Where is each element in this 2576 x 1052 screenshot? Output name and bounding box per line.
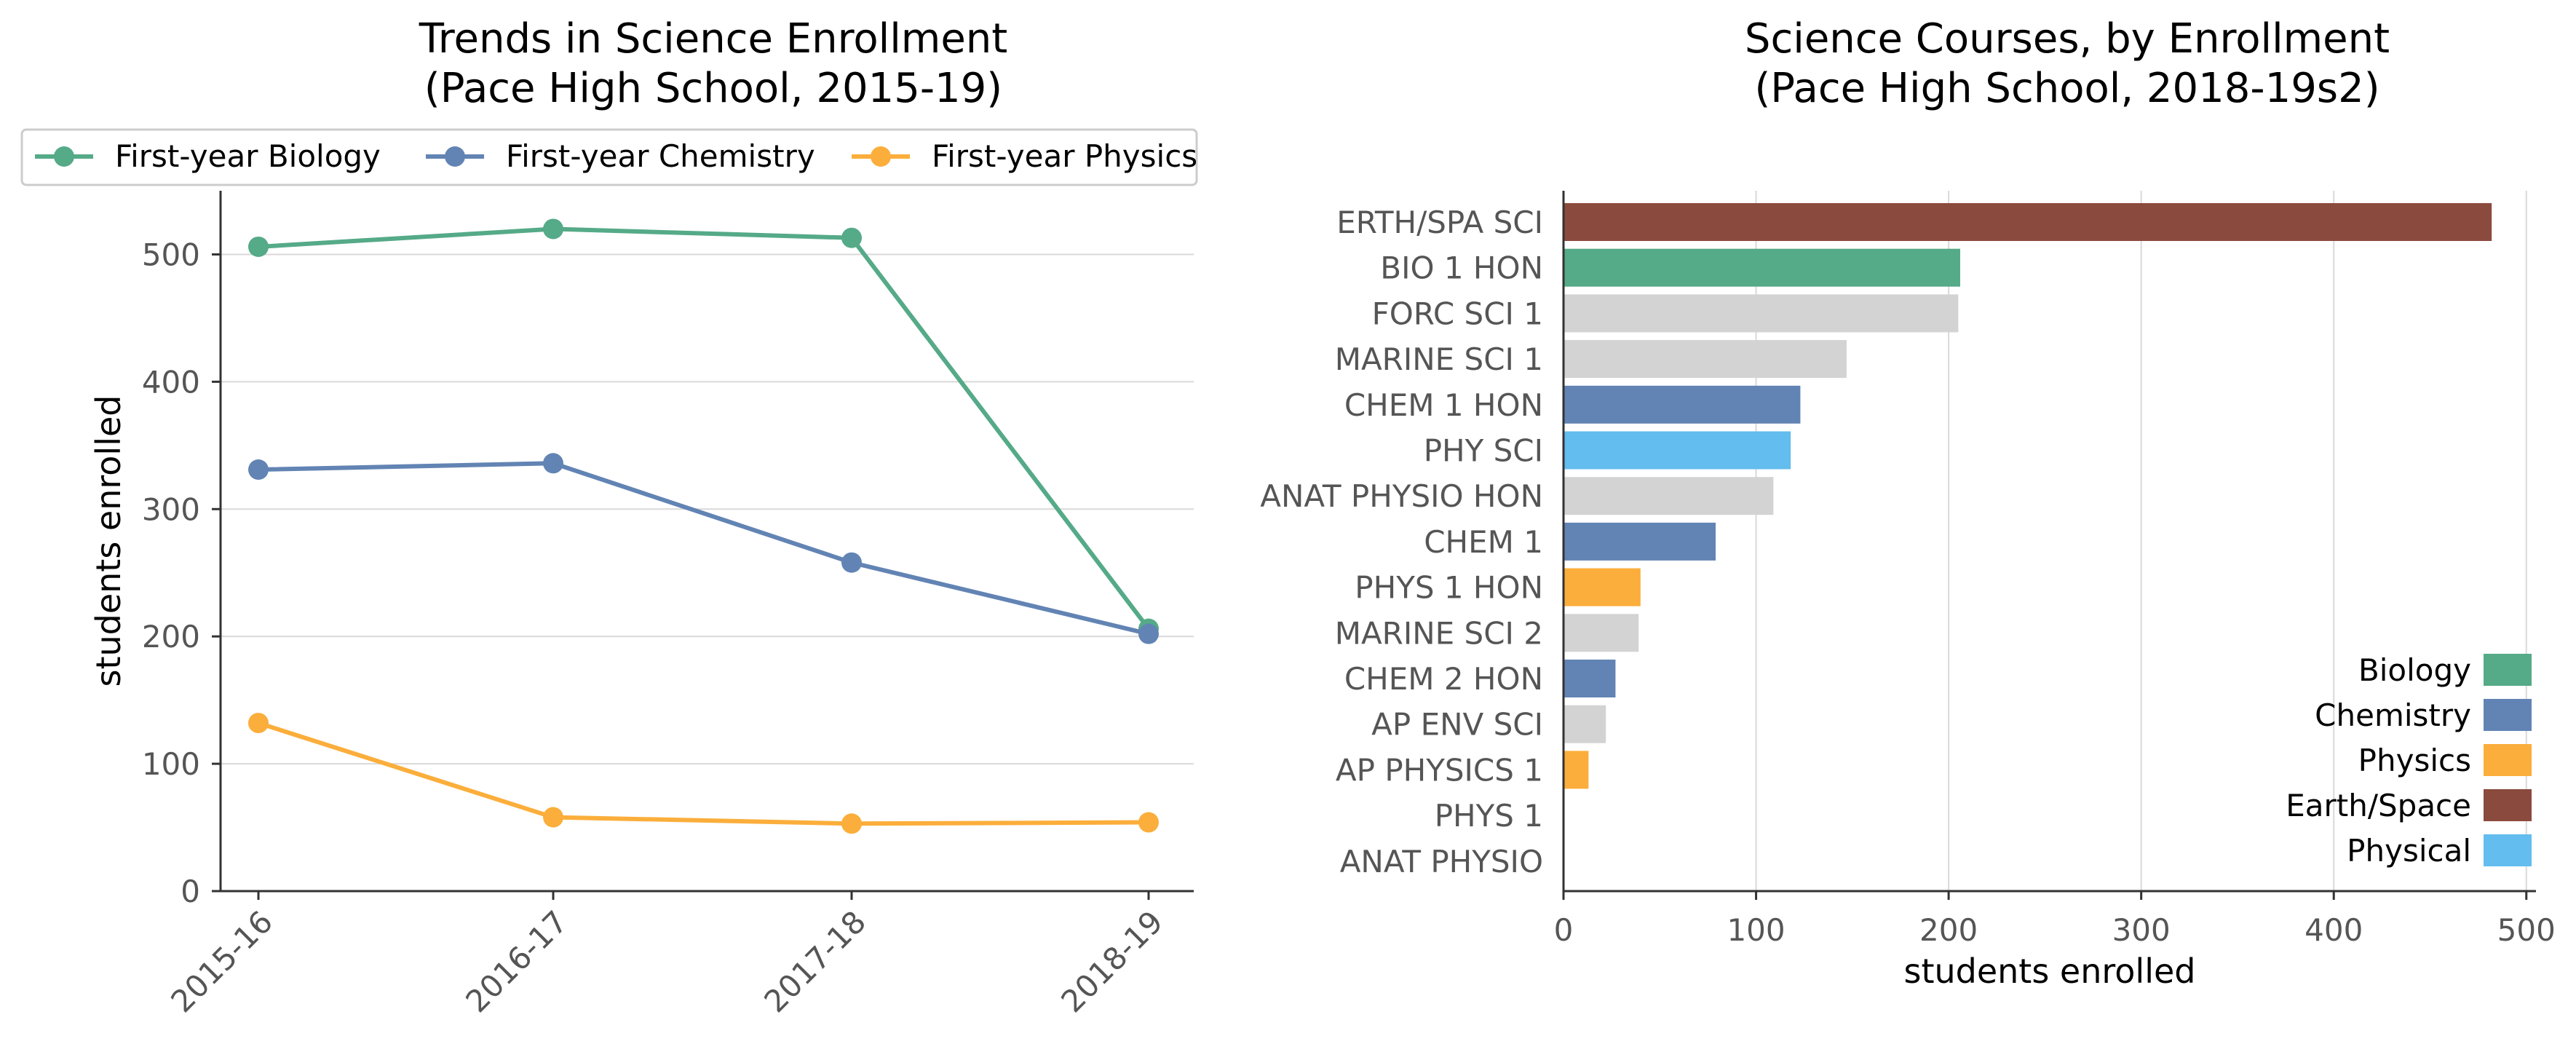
- bar-chem-1-hon: [1564, 385, 1801, 424]
- left-y-tick-label: 400: [142, 364, 200, 400]
- bar-ap-physics-1: [1564, 751, 1589, 789]
- left-y-tick-label: 300: [142, 491, 200, 527]
- series-point-1: [248, 459, 269, 480]
- legend-entry-label: First-year Biology: [115, 138, 381, 174]
- legend-entry-label: Physics: [2358, 743, 2471, 778]
- legend-entry-label: First-year Physics: [932, 138, 1197, 174]
- bar-forc-sci-1: [1564, 294, 1959, 333]
- category-label: PHY SCI: [1424, 433, 1543, 469]
- category-label: CHEM 1 HON: [1344, 387, 1543, 423]
- left-chart-title: Trends in Science Enrollment (Pace High S…: [419, 15, 1007, 112]
- series-line-0: [258, 226, 1151, 630]
- bar-chem-1: [1564, 522, 1716, 561]
- left-y-tick-label: 500: [142, 237, 200, 272]
- right-x-tick-label: 300: [2112, 912, 2171, 948]
- series-point-0: [841, 227, 862, 248]
- series-point-0: [248, 236, 269, 257]
- series-point-2: [543, 807, 563, 828]
- series-point-2: [248, 713, 269, 734]
- right-chart-title: Science Courses, by Enrollment (Pace High…: [1745, 15, 2390, 112]
- left-x-tick-label: 2016-17: [459, 903, 574, 1019]
- legend-swatch: [2484, 699, 2532, 731]
- legend-frame: [20, 128, 1198, 186]
- legend-swatch: [2484, 789, 2532, 821]
- category-label: FORC SCI 1: [1372, 296, 1543, 331]
- series-line-2: [258, 721, 1149, 826]
- legend-swatch-marker: [871, 146, 891, 167]
- legend-entry-label: Earth/Space: [2286, 788, 2471, 823]
- series-point-0: [543, 218, 563, 240]
- series-point-1: [841, 552, 862, 573]
- left-y-axis-label: students enrolled: [89, 395, 128, 687]
- bar-marine-sci-1: [1564, 340, 1847, 379]
- series-point-2: [1138, 812, 1159, 833]
- category-label: BIO 1 HON: [1380, 250, 1543, 286]
- right-x-tick-label: 500: [2497, 912, 2556, 948]
- left-y-tick-label: 0: [181, 874, 200, 909]
- bar-chem-2-hon: [1564, 660, 1616, 697]
- legend-swatch: [2484, 834, 2532, 866]
- left-legend: First-year Biology First-year Chemistry Fi…: [20, 128, 1198, 186]
- category-label: PHYS 1: [1435, 798, 1543, 834]
- category-label: AP ENV SCI: [1371, 707, 1543, 743]
- left-x-tick-label: 2017-18: [757, 903, 873, 1019]
- bar-erth-spa-sci: [1564, 203, 2492, 241]
- left-y-tick-label: 100: [142, 746, 200, 782]
- legend-swatch-marker: [54, 146, 74, 167]
- legend-swatch-marker: [445, 146, 465, 167]
- category-label: ANAT PHYSIO: [1340, 844, 1543, 879]
- category-label: PHYS 1 HON: [1355, 570, 1543, 606]
- category-label: CHEM 2 HON: [1344, 661, 1543, 697]
- legend-entry-label: Physical: [2347, 833, 2471, 869]
- legend-entry-label: Chemistry: [2315, 697, 2471, 733]
- right-x-tick-label: 100: [1727, 912, 1785, 948]
- left-y-tick-label: 200: [142, 619, 200, 654]
- legend-entry-label: First-year Chemistry: [506, 138, 815, 174]
- category-label: ANAT PHYSIO HON: [1260, 478, 1543, 514]
- legend-swatch: [2484, 744, 2532, 776]
- right-x-tick-label: 200: [1919, 912, 1978, 948]
- bar-phys-1-hon: [1564, 568, 1641, 606]
- series-point-1: [1138, 623, 1159, 644]
- category-label: CHEM 1: [1424, 524, 1543, 560]
- bar-anat-physio-hon: [1564, 477, 1774, 515]
- left-x-tick-label: 2015-16: [164, 903, 280, 1019]
- bar-bio-1-hon: [1564, 248, 1960, 287]
- legend-entry-label: Biology: [2358, 652, 2471, 688]
- right-x-axis-label: students enrolled: [1904, 952, 2196, 991]
- right-x-tick-label: 400: [2304, 912, 2363, 948]
- series-line-1: [258, 461, 1149, 636]
- bar-ap-env-sci: [1564, 705, 1606, 743]
- category-label: MARINE SCI 1: [1335, 341, 1543, 377]
- legend-swatch: [2484, 654, 2532, 686]
- left-x-tick-label: 2018-19: [1054, 903, 1170, 1019]
- category-label: AP PHYSICS 1: [1336, 752, 1543, 788]
- category-label: ERTH/SPA SCI: [1336, 205, 1543, 240]
- right-legend: Biology Chemistry Physics Earth/Space Physic…: [2286, 652, 2532, 869]
- category-label: MARINE SCI 2: [1335, 615, 1543, 651]
- series-point-2: [841, 813, 862, 834]
- bar-marine-sci-2: [1564, 614, 1639, 652]
- bar-phy-sci: [1564, 431, 1791, 470]
- right-x-tick-label: 0: [1554, 912, 1574, 948]
- series-point-1: [543, 453, 563, 474]
